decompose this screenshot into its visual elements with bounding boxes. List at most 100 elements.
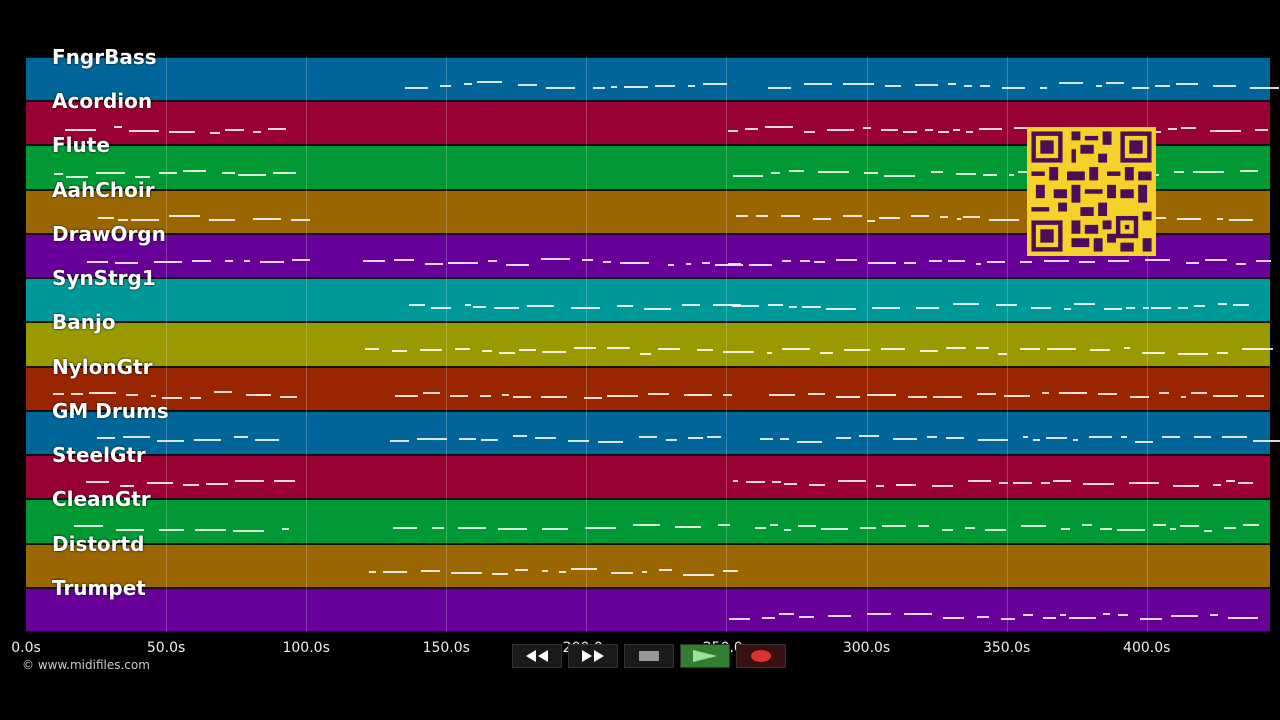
note xyxy=(881,524,907,527)
note xyxy=(116,528,145,531)
play-button[interactable] xyxy=(680,644,730,668)
note xyxy=(233,529,264,532)
note xyxy=(878,216,901,219)
note xyxy=(647,393,669,396)
note xyxy=(1194,435,1211,438)
note xyxy=(931,170,943,173)
note xyxy=(915,306,940,309)
note xyxy=(1255,129,1269,132)
time-gridline xyxy=(1006,57,1008,632)
note xyxy=(754,526,766,529)
note xyxy=(363,260,386,263)
note xyxy=(129,129,159,132)
note xyxy=(1003,394,1030,397)
note xyxy=(568,439,590,442)
note xyxy=(703,82,728,85)
track-lane[interactable] xyxy=(26,278,1270,323)
note xyxy=(1205,258,1227,261)
note xyxy=(948,83,956,86)
note xyxy=(114,126,123,129)
note xyxy=(420,348,442,351)
note xyxy=(953,129,961,132)
note xyxy=(1193,170,1224,173)
note xyxy=(365,348,380,351)
note xyxy=(534,436,556,439)
note xyxy=(209,131,220,134)
note xyxy=(135,175,151,178)
note xyxy=(799,259,811,262)
track-lane[interactable] xyxy=(26,455,1270,500)
time-tick-label: 50.0s xyxy=(146,640,186,656)
note xyxy=(760,438,774,441)
track-lane[interactable] xyxy=(26,543,1270,588)
note xyxy=(157,440,184,442)
fast-forward-button[interactable] xyxy=(568,644,618,668)
note xyxy=(118,219,128,222)
note xyxy=(540,258,570,261)
note xyxy=(837,479,867,482)
note xyxy=(683,573,714,576)
track-lane[interactable] xyxy=(26,410,1270,456)
note xyxy=(1142,307,1149,310)
note xyxy=(541,350,566,353)
note xyxy=(1134,440,1154,443)
note xyxy=(1175,83,1198,86)
note xyxy=(836,437,852,440)
note xyxy=(123,436,150,439)
track-lane[interactable] xyxy=(26,322,1270,367)
time-gridline xyxy=(306,57,308,632)
note xyxy=(768,304,783,307)
note xyxy=(225,260,233,263)
note xyxy=(825,308,857,311)
note xyxy=(85,480,109,483)
note xyxy=(53,173,64,176)
note xyxy=(731,304,759,307)
track-lane[interactable] xyxy=(26,499,1270,544)
note xyxy=(97,436,115,439)
note xyxy=(291,259,310,262)
track-lane[interactable] xyxy=(26,366,1270,411)
note xyxy=(65,129,96,132)
note xyxy=(1014,126,1027,129)
note xyxy=(968,479,991,482)
note xyxy=(779,612,795,615)
note xyxy=(606,346,630,349)
record-button[interactable] xyxy=(736,644,786,668)
piano-roll[interactable] xyxy=(26,57,1280,632)
note xyxy=(688,436,704,439)
note xyxy=(798,615,815,618)
track-lane[interactable] xyxy=(26,57,1270,102)
time-gridline xyxy=(726,57,728,632)
note xyxy=(1041,391,1049,394)
note xyxy=(979,127,1003,130)
track-label: CleanGtr xyxy=(52,487,151,512)
note xyxy=(499,351,515,354)
note xyxy=(1104,308,1122,311)
note xyxy=(1168,127,1177,130)
note xyxy=(843,348,871,351)
note xyxy=(1172,485,1200,488)
note xyxy=(473,305,486,308)
note xyxy=(493,306,519,309)
note xyxy=(688,85,696,88)
time-tick-label: 150.0s xyxy=(422,640,470,656)
note xyxy=(1073,303,1095,306)
note xyxy=(498,528,528,531)
note xyxy=(154,261,183,264)
qr-code-icon xyxy=(1027,127,1156,256)
note xyxy=(769,524,779,527)
rewind-button[interactable] xyxy=(512,644,562,668)
note xyxy=(464,82,473,85)
stop-button[interactable] xyxy=(624,644,674,668)
note xyxy=(214,391,233,394)
note xyxy=(976,616,989,619)
note xyxy=(780,215,800,218)
note xyxy=(945,347,967,350)
note xyxy=(482,350,493,353)
note xyxy=(1001,618,1016,621)
note xyxy=(733,174,763,177)
note xyxy=(756,214,769,217)
note xyxy=(896,483,916,486)
track-lane[interactable] xyxy=(26,587,1270,632)
note xyxy=(817,171,849,174)
